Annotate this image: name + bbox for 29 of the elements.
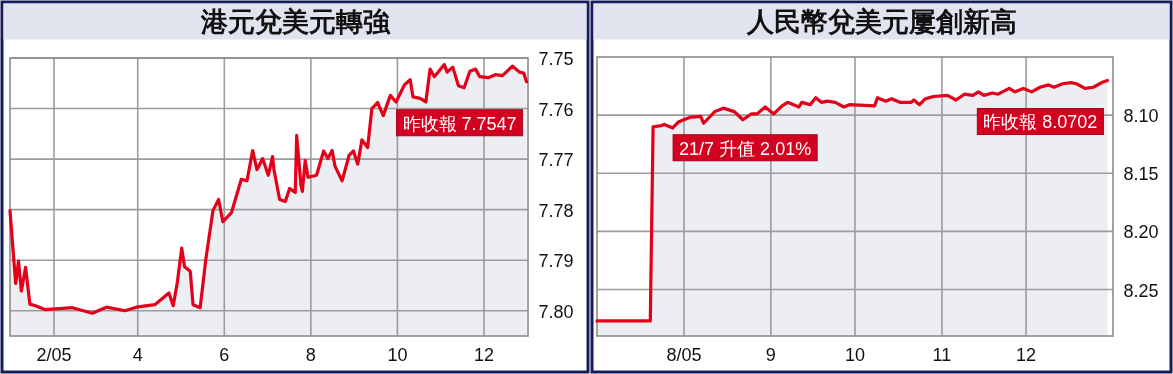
x-tick-label: 10 <box>844 345 866 365</box>
y-tick-label: 7.75 <box>538 49 574 69</box>
chart-title: 人民幣兌美元屢創新高 <box>745 7 1017 37</box>
annotation: 昨收報 8.0702 <box>983 112 1098 133</box>
y-tick-label: 8.15 <box>1123 164 1159 185</box>
y-tick-label: 7.80 <box>538 301 574 322</box>
annotation: 昨收報 7.7547 <box>402 113 517 134</box>
x-tick-label: 9 <box>765 345 776 365</box>
annotation: 21/7 升值 2.01% <box>679 138 812 159</box>
x-tick-label: 4 <box>132 345 143 365</box>
y-tick-label: 7.76 <box>538 99 574 120</box>
y-tick-label: 7.78 <box>538 200 574 221</box>
y-tick-label: 8.20 <box>1123 222 1159 243</box>
annotation: 21/7 升值 2.01% <box>672 134 818 162</box>
x-tick-label: 8/05 <box>666 345 702 365</box>
y-tick-label: 8.25 <box>1123 280 1159 301</box>
x-tick-label: 12 <box>473 345 495 365</box>
annotation: 昨收報 7.7547 <box>396 109 524 137</box>
x-tick-label: 6 <box>219 345 230 365</box>
x-tick-label: 12 <box>1016 345 1037 365</box>
x-tick-label: 10 <box>387 345 408 365</box>
annotation: 昨收報 8.0702 <box>976 108 1104 135</box>
y-tick-label: 7.79 <box>538 251 574 272</box>
y-tick-label: 8.10 <box>1123 106 1159 127</box>
chart-title: 港元兌美元轉強 <box>199 7 391 37</box>
x-tick-label: 2/05 <box>36 345 72 365</box>
y-tick-label: 7.77 <box>538 150 574 171</box>
x-tick-label: 11 <box>932 345 952 365</box>
x-tick-label: 8 <box>305 345 316 365</box>
